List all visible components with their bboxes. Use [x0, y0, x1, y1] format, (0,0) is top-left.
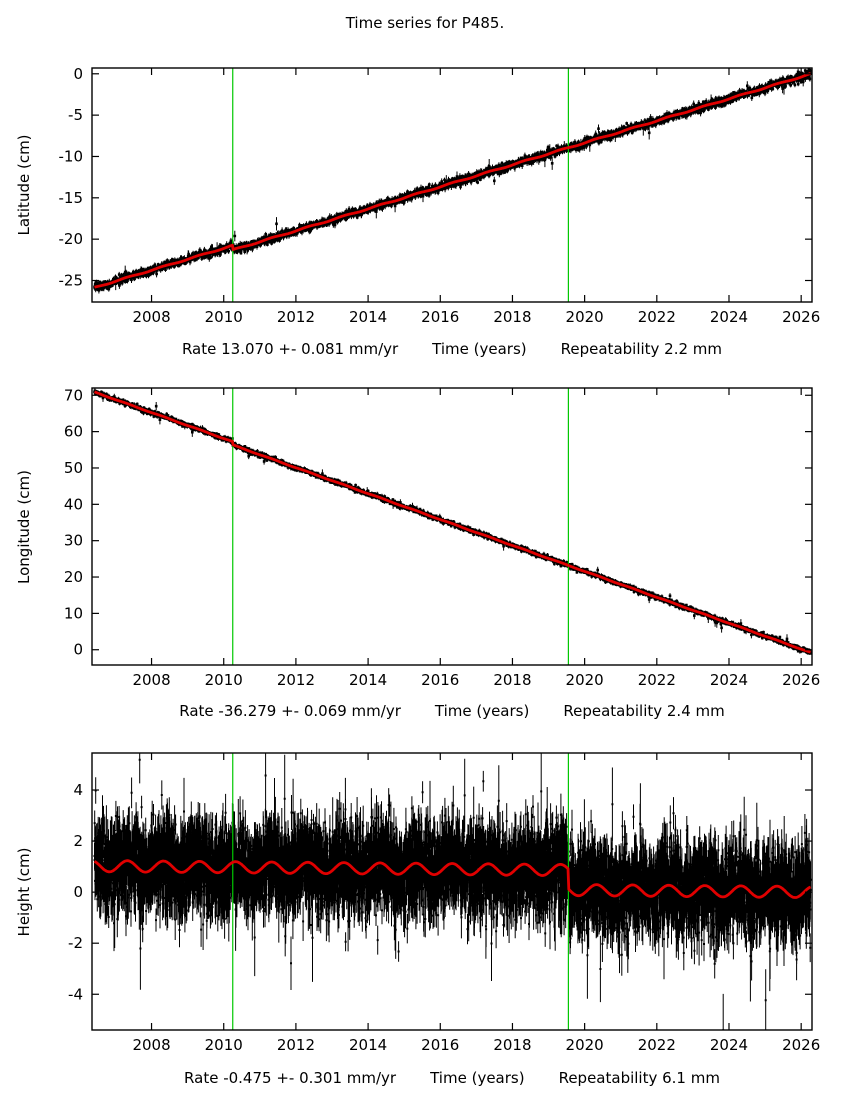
- data-layer: [93, 753, 812, 1030]
- plot-frame: [91, 752, 813, 1031]
- x-tick-label: 2022: [638, 1036, 676, 1054]
- latitude-caption: Rate 13.070 +- 0.081 mm/yr Time (years) …: [0, 330, 850, 368]
- height-repeatability-label: Repeatability 6.1 mm: [558, 1069, 720, 1087]
- x-tick-label: 2012: [277, 1036, 315, 1054]
- y-tick-label: -15: [59, 189, 84, 207]
- x-tick-label: 2014: [349, 308, 387, 326]
- height-rate-label: Rate -0.475 +- 0.301 mm/yr: [184, 1069, 397, 1087]
- height-plot: 4 2 0 -2 -4 2008 2010 2012 2014 2016 2018 2020 2022 2…: [68, 752, 820, 1054]
- x-tick-label: 2010: [205, 671, 243, 689]
- data-layer: [93, 68, 812, 302]
- x-tick-label: 2024: [710, 671, 748, 689]
- height-time-axis-label: Time (years): [430, 1069, 525, 1087]
- x-tick-label: 2020: [566, 308, 604, 326]
- y-tick-label: -25: [59, 272, 84, 290]
- latitude-chart-block: Latitude (cm) 0 -5 -10 -15 -20 -25 2008 2010 201…: [0, 46, 850, 368]
- longitude-chart-block: Longitude (cm) 70 60 50 40 30 20 10 0 2008 2010 20…: [0, 368, 850, 729]
- y-tick-label: -4: [68, 985, 83, 1003]
- y-tick-label: 10: [64, 604, 83, 622]
- trend-line: [93, 859, 812, 899]
- x-tick-label: 2010: [205, 1036, 243, 1054]
- trend-line: [93, 390, 812, 654]
- x-tick-label: 2020: [566, 1036, 604, 1054]
- x-tick-label: 2024: [710, 1036, 748, 1054]
- x-tick-label: 2014: [349, 1036, 387, 1054]
- x-tick-label: 2008: [132, 1036, 170, 1054]
- x-tick-label: 2018: [493, 1036, 531, 1054]
- latitude-repeatability-label: Repeatability 2.2 mm: [560, 340, 723, 358]
- y-tick-label: 0: [73, 641, 83, 659]
- x-tick-label: 2010: [205, 308, 243, 326]
- y-tick-label: 70: [64, 386, 83, 404]
- longitude-rate-label: Rate -36.279 +- 0.069 mm/yr: [179, 702, 401, 720]
- y-tick-label: 50: [64, 459, 83, 477]
- x-tick-label: 2008: [132, 671, 170, 689]
- y-tick-label: 2: [73, 832, 83, 850]
- y-tick-label: 40: [64, 495, 83, 513]
- x-tick-label: 2016: [421, 308, 459, 326]
- x-tick-label: 2022: [638, 308, 676, 326]
- longitude-repeatability-label: Repeatability 2.4 mm: [563, 702, 725, 720]
- longitude-caption: Rate -36.279 +- 0.069 mm/yr Time (years)…: [0, 693, 850, 729]
- latitude-axis-label: Latitude (cm): [15, 134, 33, 236]
- height-axis-label: Height (cm): [15, 847, 33, 936]
- x-tick-label: 2014: [349, 671, 387, 689]
- latitude-plot: 0 -5 -10 -15 -20 -25 2008 2010 2012 2014 2016 2018 2…: [59, 65, 821, 326]
- y-tick-label: 60: [64, 423, 83, 441]
- figure-title: Time series for P485.: [345, 14, 505, 32]
- x-tick-label: 2016: [421, 1036, 459, 1054]
- y-tick-label: 0: [73, 65, 83, 83]
- latitude-time-axis-label: Time (years): [432, 340, 527, 358]
- data-layer: [93, 388, 812, 665]
- x-tick-label: 2012: [277, 671, 315, 689]
- data-points: [93, 758, 812, 1030]
- y-tick-label: 30: [64, 532, 83, 550]
- x-tick-label: 2018: [493, 308, 531, 326]
- y-tick-label: -10: [59, 147, 84, 165]
- y-tick-label: -5: [68, 106, 83, 124]
- y-tick-label: 0: [73, 883, 83, 901]
- plot-frame: [91, 387, 813, 666]
- x-tick-label: 2026: [782, 671, 820, 689]
- y-tick-label: -2: [68, 934, 83, 952]
- y-tick-label: 4: [73, 781, 83, 799]
- y-tick-label: -20: [59, 230, 84, 248]
- x-tick-label: 2012: [277, 308, 315, 326]
- x-tick-label: 2024: [710, 308, 748, 326]
- y-tick-label: 20: [64, 568, 83, 586]
- height-chart-block: Height (cm) 4 2 0 -2 -4 2008 2010 2012 2014 2016 2…: [0, 729, 850, 1098]
- height-caption: Rate -0.475 +- 0.301 mm/yr Time (years) …: [0, 1058, 850, 1098]
- trend-line: [93, 72, 812, 289]
- x-tick-label: 2022: [638, 671, 676, 689]
- plot-frame: [91, 67, 813, 303]
- x-tick-label: 2026: [782, 308, 820, 326]
- longitude-axis-label: Longitude (cm): [15, 469, 33, 584]
- x-tick-label: 2008: [132, 308, 170, 326]
- x-tick-label: 2016: [421, 671, 459, 689]
- data-points: [93, 68, 812, 292]
- latitude-rate-label: Rate 13.070 +- 0.081 mm/yr: [181, 340, 399, 358]
- x-tick-label: 2018: [493, 671, 531, 689]
- x-tick-label: 2026: [782, 1036, 820, 1054]
- longitude-time-axis-label: Time (years): [434, 702, 530, 720]
- x-tick-label: 2020: [566, 671, 604, 689]
